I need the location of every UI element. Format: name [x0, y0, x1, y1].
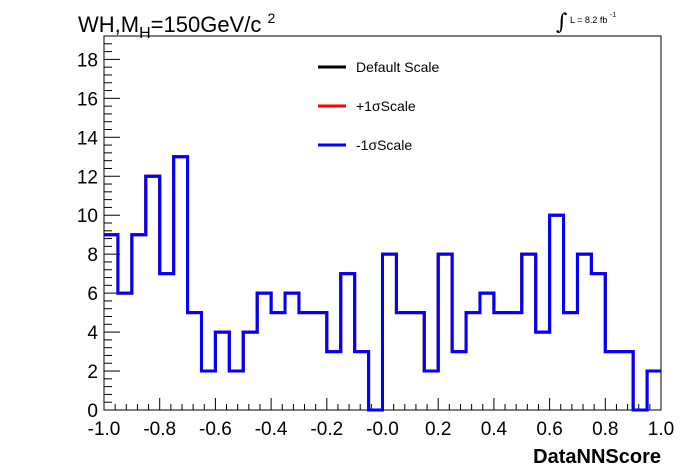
title-superscript: 2: [267, 10, 276, 26]
title-prefix: WH,M: [78, 12, 140, 37]
x-tick-label: -1.0: [88, 419, 121, 440]
lumi-superscript: -1: [609, 12, 617, 19]
series-line-2: [104, 155, 661, 412]
lumi-text: L = 8.2 fb: [569, 15, 608, 25]
chart-title: WH,MH=150GeV/c 2: [78, 10, 275, 43]
plot-axes: -1.0 -0.8 -0.6 -0.4 -0.2 -0.0 0.2 0.4 0.6 0.8 1.0 0…: [77, 35, 674, 468]
y-tick-label: 0: [87, 401, 98, 422]
x-tick-label: -0.4: [255, 419, 288, 440]
y-tick-label: 18: [77, 50, 98, 71]
x-tick-label: 1.0: [648, 419, 674, 440]
luminosity-label: ∫ L = 8.2 fb -1: [556, 10, 616, 35]
x-tick-label: 0.4: [481, 419, 508, 440]
integral-symbol: ∫: [556, 10, 568, 35]
legend: Default Scale +1σScale -1σScale: [318, 59, 439, 153]
title-subscript: H: [139, 25, 151, 42]
x-tick-label: 0.2: [425, 419, 451, 440]
y-tick-label: 2: [87, 362, 98, 383]
title-value: =150GeV/c: [150, 12, 262, 37]
legend-label: Default Scale: [356, 59, 439, 75]
y-tick-label: 4: [87, 323, 98, 344]
y-tick-label: 10: [77, 206, 98, 227]
x-tick-label: -0.6: [199, 419, 232, 440]
x-axis-label: DataNNScore: [533, 446, 661, 468]
series-layer: [104, 155, 661, 412]
x-tick-label: -0.2: [310, 419, 343, 440]
y-tick-label: 12: [77, 167, 98, 188]
x-tick-label: 0.8: [592, 419, 618, 440]
legend-label: +1σScale: [356, 98, 416, 114]
y-tick-label: 14: [77, 128, 99, 149]
y-tick-label: 8: [87, 245, 98, 266]
legend-label: -1σScale: [356, 137, 412, 153]
x-tick-label: -0.8: [143, 419, 176, 440]
y-tick-label: 16: [77, 89, 98, 110]
x-tick-label: -0.0: [366, 419, 399, 440]
y-tick-label: 6: [87, 284, 98, 305]
x-tick-label: 0.6: [536, 419, 562, 440]
